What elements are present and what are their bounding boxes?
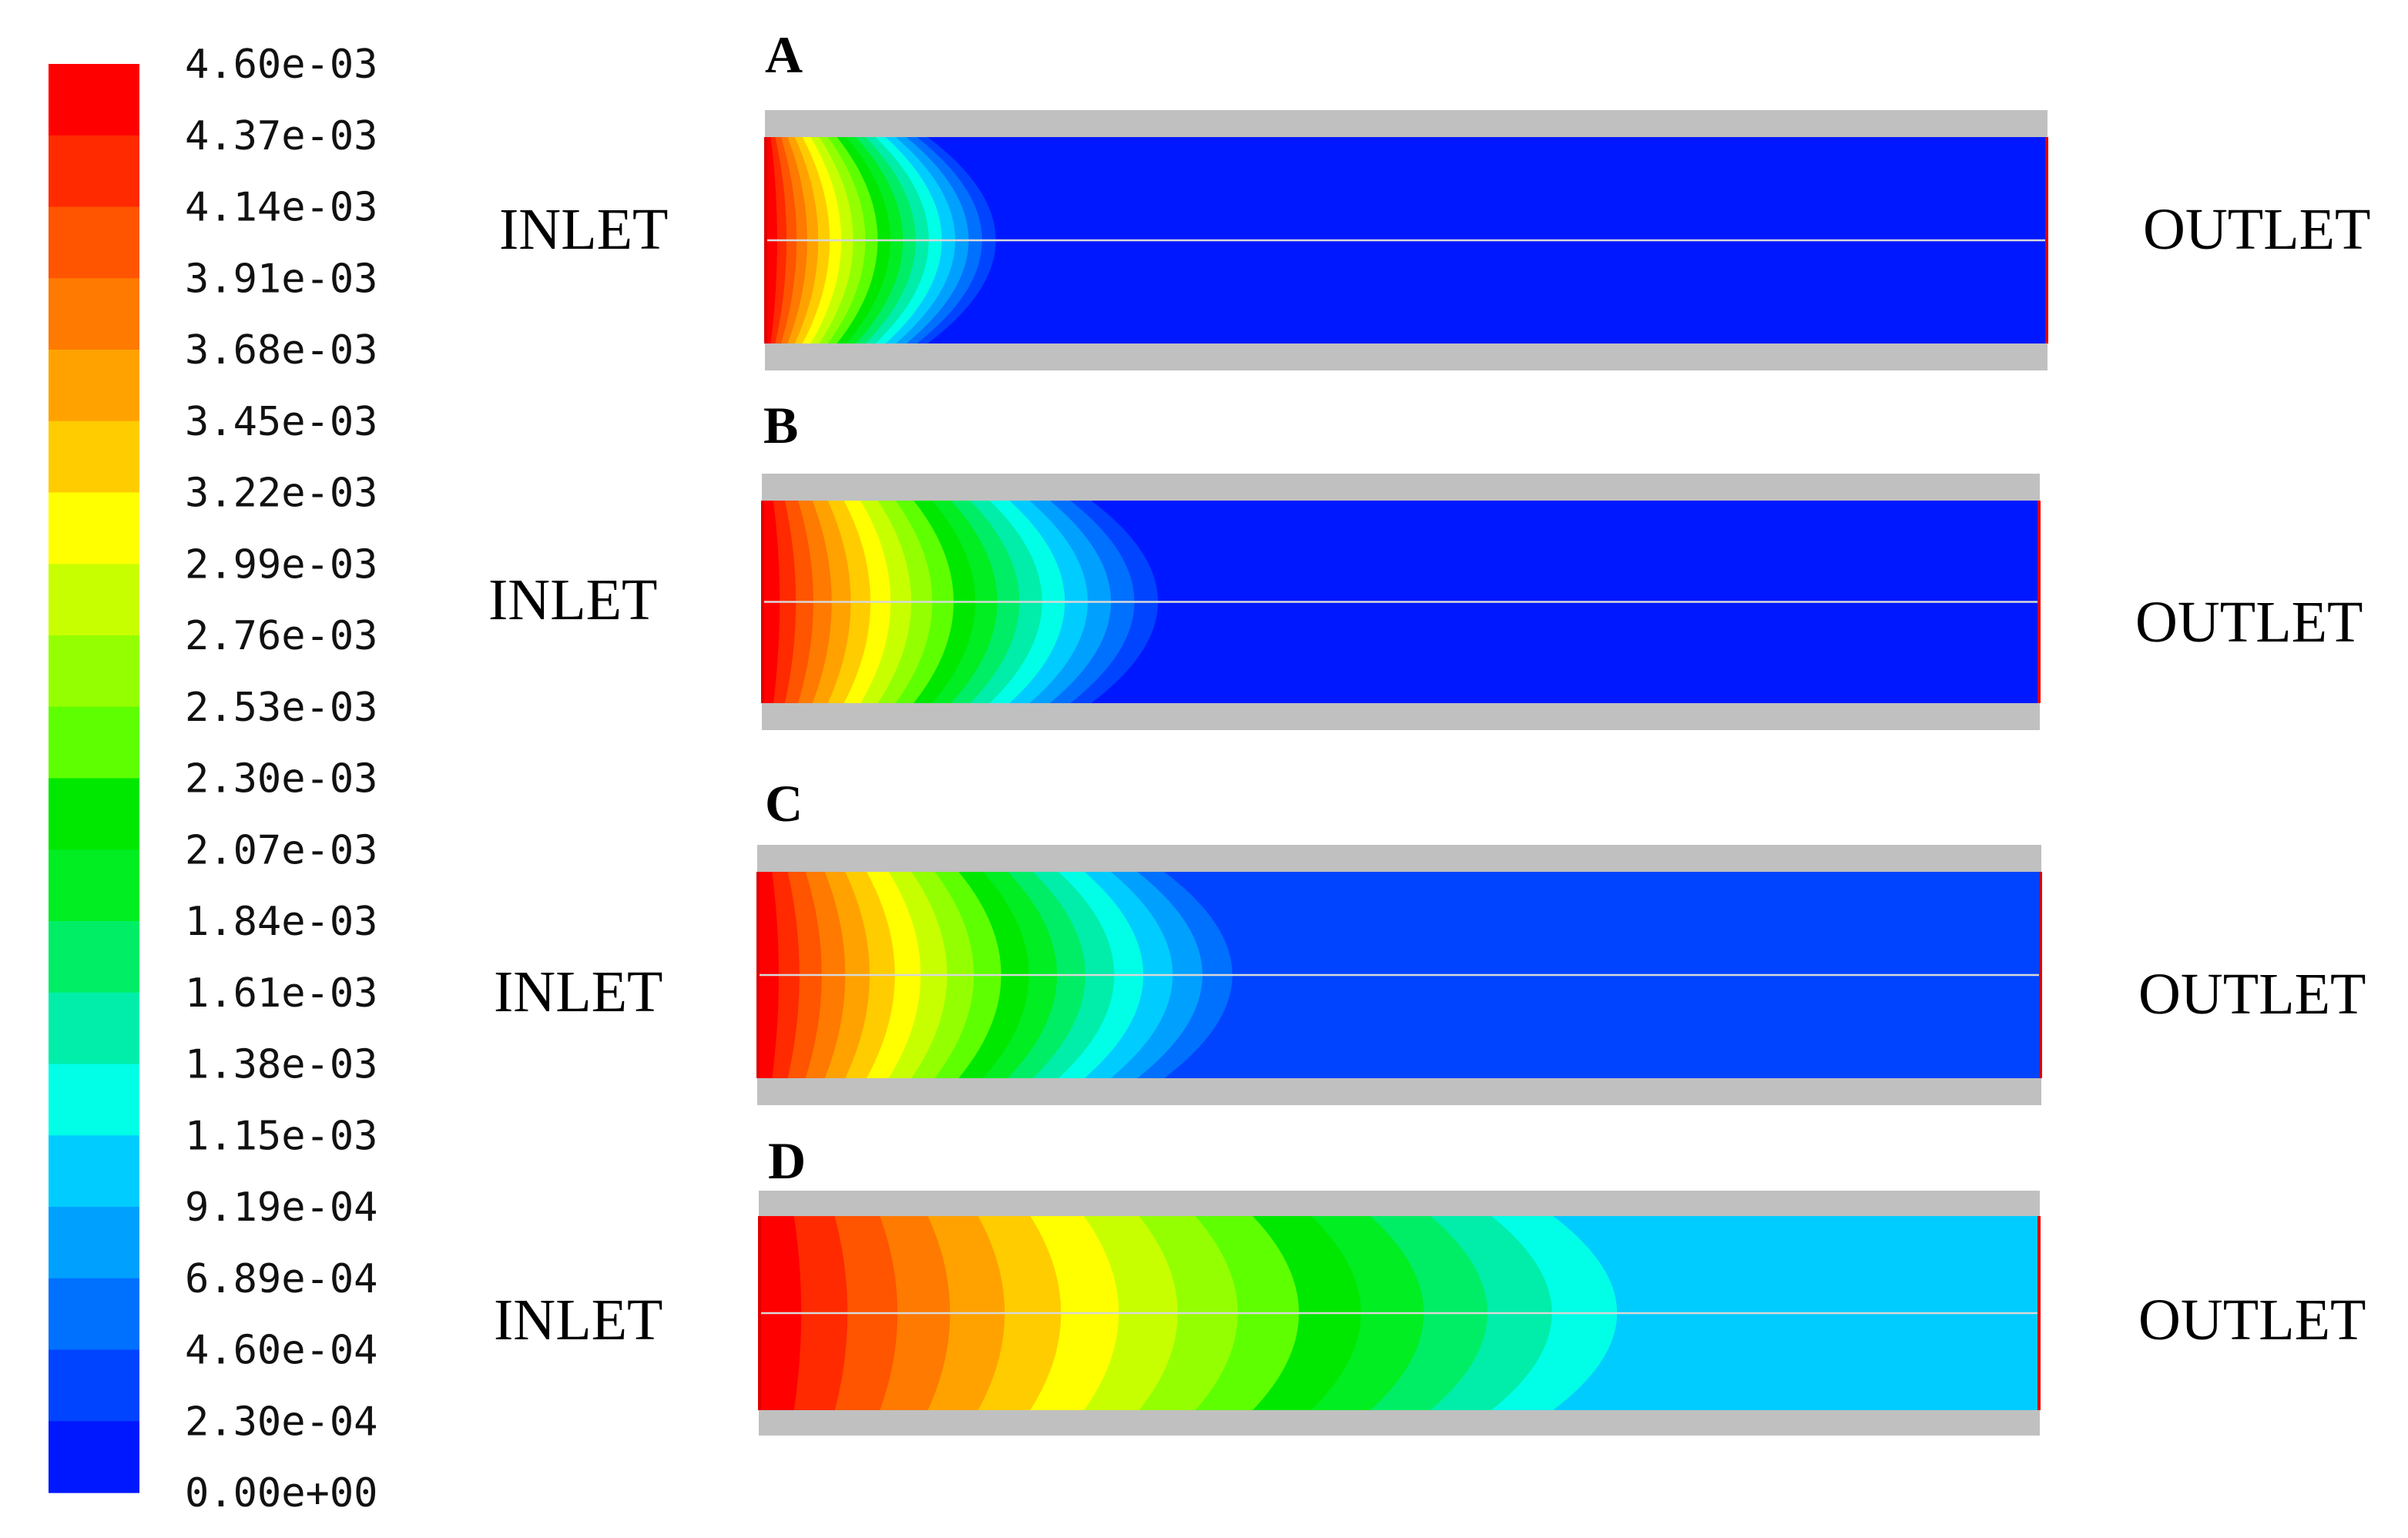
colorbar-tick-label: 1.84e-03 xyxy=(185,899,377,945)
colorbar-tick-label: 2.30e-04 xyxy=(185,1399,377,1445)
colorbar-tick-label: 1.15e-03 xyxy=(185,1113,377,1159)
panel-d: D INLET OUTLET xyxy=(494,1131,2366,1436)
colorbar-swatch xyxy=(49,921,139,994)
pipe-wall xyxy=(759,1410,2040,1436)
outlet-boundary xyxy=(2039,872,2042,1078)
panel-label: C xyxy=(765,774,803,833)
colorbar-tick-label: 0.00e+00 xyxy=(185,1470,377,1516)
pipe-wall xyxy=(765,343,2047,370)
colorbar-tick-label: 6.89e-04 xyxy=(185,1256,377,1302)
pipe-contour xyxy=(764,110,2048,370)
pipe-contour xyxy=(758,1191,2041,1436)
outlet-label: OUTLET xyxy=(2138,1288,2366,1352)
pipe-wall xyxy=(757,1078,2041,1105)
colorbar-tick-label: 3.22e-03 xyxy=(185,471,377,517)
colorbar-swatch xyxy=(49,564,139,636)
colorbar-swatch xyxy=(49,278,139,350)
outlet-boundary xyxy=(2037,1216,2041,1410)
pipe-wall xyxy=(762,474,2040,501)
colorbar-swatch xyxy=(49,1135,139,1208)
colorbar-swatch xyxy=(49,1421,139,1493)
colorbar-swatch xyxy=(49,1207,139,1279)
colorbar-tick-label: 3.45e-03 xyxy=(185,399,377,445)
fluid-region xyxy=(765,137,2047,343)
colorbar-swatch xyxy=(49,1278,139,1351)
pipe-contour xyxy=(761,474,2041,730)
panel-label: A xyxy=(765,25,803,84)
panel-label: B xyxy=(763,396,798,454)
colorbar-swatch xyxy=(49,206,139,279)
colorbar-swatch xyxy=(49,706,139,779)
colorbar-swatch xyxy=(49,350,139,422)
colorbar-tick-label: 2.99e-03 xyxy=(185,541,377,588)
outlet-boundary xyxy=(2037,501,2041,703)
panel-a: A INLET OUTLET xyxy=(499,25,2370,370)
colorbar-tick-label: 9.19e-04 xyxy=(185,1184,377,1231)
colorbar-tick-label: 4.14e-03 xyxy=(185,185,377,231)
inlet-label: INLET xyxy=(488,568,657,632)
inlet-label: INLET xyxy=(494,1288,662,1352)
colorbar-tick-label: 1.61e-03 xyxy=(185,970,377,1017)
colorbar-swatch xyxy=(49,135,139,208)
colorbar-swatch xyxy=(49,492,139,565)
colorbar-tick-label: 3.91e-03 xyxy=(185,256,377,302)
colorbar-tick-label: 4.37e-03 xyxy=(185,113,377,159)
pipe-wall xyxy=(765,110,2047,137)
colorbar-tick-label: 2.30e-03 xyxy=(185,756,377,803)
colorbar-tick-label: 2.76e-03 xyxy=(185,613,377,659)
colorbar-swatch xyxy=(49,849,139,922)
colorbar-swatch xyxy=(49,992,139,1065)
outlet-boundary xyxy=(2045,137,2048,343)
colorbar-tick-label: 4.60e-03 xyxy=(185,42,377,88)
pipe-wall xyxy=(757,845,2041,872)
colorbar: 4.60e-03 4.37e-03 4.14e-03 3.91e-03 3.68e-03… xyxy=(49,42,377,1516)
pipe-contour xyxy=(756,845,2042,1105)
colorbar-tick-label: 4.60e-04 xyxy=(185,1328,377,1374)
panel-c: C INLET OUTLET xyxy=(494,774,2366,1105)
inlet-boundary xyxy=(764,137,767,343)
pipe-wall xyxy=(762,703,2040,730)
colorbar-tick-label: 1.38e-03 xyxy=(185,1042,377,1088)
colorbar-swatch xyxy=(49,64,139,136)
colorbar-tick-label: 2.53e-03 xyxy=(185,685,377,731)
pipe-wall xyxy=(759,1191,2040,1216)
colorbar-swatch xyxy=(49,635,139,708)
outlet-label: OUTLET xyxy=(2135,590,2363,655)
panel-label: D xyxy=(768,1131,806,1190)
inlet-boundary xyxy=(756,872,760,1078)
inlet-label: INLET xyxy=(499,197,668,262)
outlet-label: OUTLET xyxy=(2143,197,2370,262)
colorbar-tick-label: 2.07e-03 xyxy=(185,827,377,873)
colorbar-tick-label: 3.68e-03 xyxy=(185,327,377,374)
inlet-label: INLET xyxy=(494,960,662,1024)
inlet-boundary xyxy=(758,1216,761,1410)
colorbar-swatch xyxy=(49,1349,139,1422)
colorbar-swatch xyxy=(49,778,139,850)
colorbar-swatch xyxy=(49,421,139,494)
outlet-label: OUTLET xyxy=(2138,962,2366,1027)
panel-b: B INLET OUTLET xyxy=(488,396,2363,730)
inlet-boundary xyxy=(761,501,764,703)
colorbar-swatch xyxy=(49,1064,139,1136)
